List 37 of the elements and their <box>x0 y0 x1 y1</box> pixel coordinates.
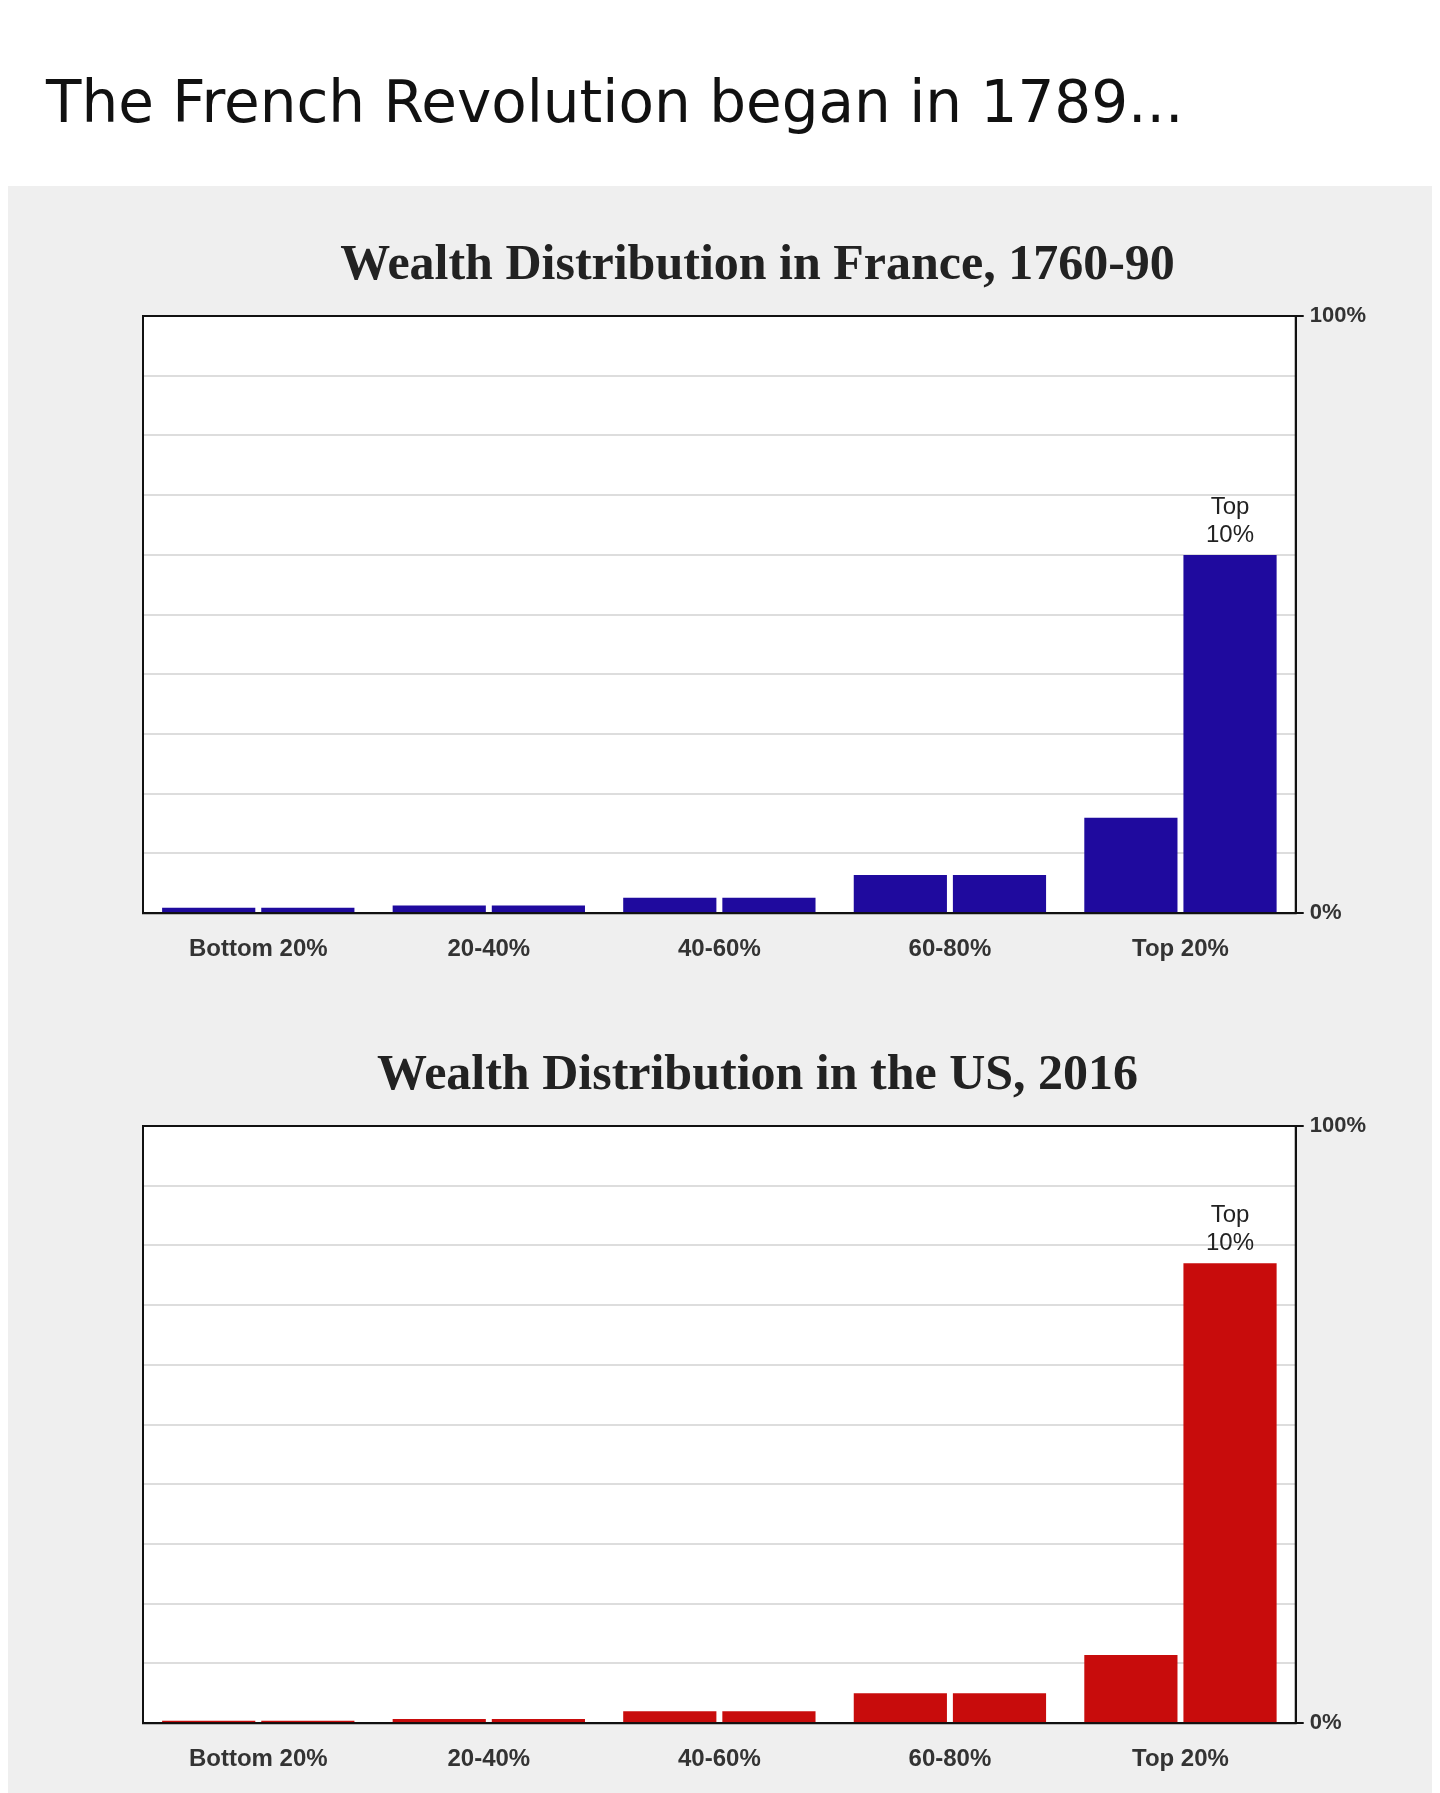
x-tick-label: 20-40% <box>447 934 531 962</box>
bar <box>853 1693 947 1723</box>
annotation: Top 10% <box>1206 491 1255 547</box>
y-tick-label: 0% <box>1309 1709 1342 1735</box>
annotation: Top 10% <box>1206 1199 1255 1255</box>
bar <box>1183 554 1277 913</box>
bar <box>952 1693 1047 1723</box>
bar <box>1084 1655 1178 1723</box>
text: The French Revolution began in 1789... <box>46 68 1185 136</box>
bar <box>392 1719 486 1723</box>
x-tick-label: 40-60% <box>678 1744 761 1772</box>
bar <box>722 1711 816 1723</box>
bar <box>623 1711 717 1723</box>
x-tick-label: 60-80% <box>908 1744 992 1772</box>
x-tick-label: 20-40% <box>447 1744 531 1772</box>
y-tick-label: 0% <box>1309 899 1342 925</box>
bar <box>1084 817 1178 913</box>
x-tick-label: Top 20% <box>1132 934 1229 962</box>
chart-title: Wealth Distribution in France, 1760-90 <box>340 233 1175 290</box>
x-tick-label: Bottom 20% <box>188 934 328 962</box>
y-tick-label: 100% <box>1309 1112 1367 1138</box>
x-tick-label: Bottom 20% <box>188 1744 328 1772</box>
x-tick-label: 40-60% <box>678 934 761 962</box>
y-tick-label: 100% <box>1309 302 1367 328</box>
bar <box>722 897 816 913</box>
chart-title: Wealth Distribution in the US, 2016 <box>376 1043 1139 1100</box>
bar <box>1183 1263 1277 1723</box>
bar <box>623 897 717 913</box>
bar <box>853 874 947 913</box>
bar <box>392 905 486 913</box>
bar <box>491 1719 585 1723</box>
bar <box>491 905 585 913</box>
x-tick-label: Top 20% <box>1132 1744 1229 1772</box>
bar <box>952 874 1047 913</box>
bar <box>162 907 256 913</box>
x-tick-label: 60-80% <box>908 934 992 962</box>
bar <box>261 907 355 913</box>
